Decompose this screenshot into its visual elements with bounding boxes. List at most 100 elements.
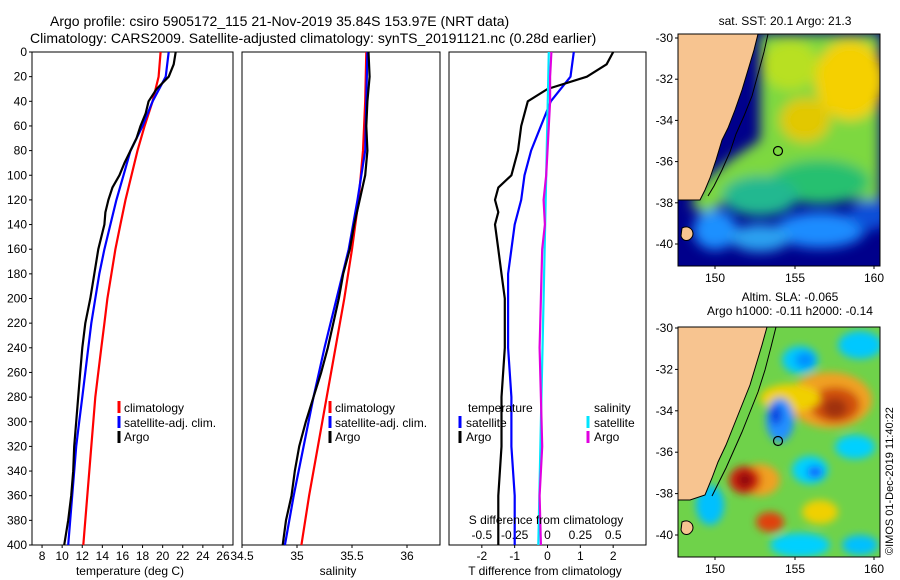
legend-label-s-argo: Argo [594, 430, 620, 444]
depth-tick-label: 300 [7, 415, 27, 429]
temperature-legend: climatology satellite-adj. clim. Argo [117, 401, 216, 444]
lat-tick-label: -40 [656, 237, 674, 251]
temperature-panel-frame [31, 51, 234, 546]
series-line-climatology [82, 51, 162, 546]
salinity-xtick-label: 36 [400, 549, 414, 563]
lon-tick-label: 150 [705, 562, 725, 576]
depth-tick-label: 380 [7, 513, 27, 527]
sst-map-title: sat. SST: 20.1 Argo: 21.3 [719, 14, 852, 28]
temperature-xtick-label: 24 [196, 549, 210, 563]
temperature-xtick-label: 22 [176, 549, 190, 563]
difference-xlabel: T difference from climatology [468, 564, 622, 578]
salinity-xlabel: salinity [320, 564, 357, 578]
temperature-xtick-label: 12 [76, 549, 90, 563]
legend-label-t-satellite: satellite [466, 416, 507, 430]
difference-xtick-label: -2 [476, 549, 487, 563]
legend-salinity-title: salinity [594, 401, 631, 415]
salinity-xtick-label: 35.5 [340, 549, 364, 563]
temperature-xtick-label: 10 [55, 549, 69, 563]
difference-xtick-label: 2 [610, 549, 617, 563]
sla-argo-location-marker [772, 435, 784, 447]
depth-tick-label: 400 [7, 538, 27, 552]
sla-map-axes: -30 -32 -34 -36 -38 -40 150 155 160 [656, 321, 885, 576]
depth-tick-label: 80 [14, 144, 28, 158]
difference-xtick-label: 1 [577, 549, 584, 563]
sst-argo-location-marker [772, 145, 784, 157]
sla-map-title-line1: Altim. SLA: -0.065 [742, 290, 839, 304]
temperature-xtick-label: 18 [136, 549, 150, 563]
temperature-xtick-label: 26 [216, 549, 230, 563]
temperature-xtick-label: 8 [39, 549, 46, 563]
depth-tick-label: 180 [7, 267, 27, 281]
series-line-s-satellite [537, 51, 550, 546]
salinity-panel-frame [241, 51, 441, 546]
lat-tick-label: -40 [656, 528, 674, 542]
temperature-xlabel: temperature (deg C) [76, 564, 184, 578]
depth-tick-label: 140 [7, 218, 27, 232]
depth-tick-label: 240 [7, 341, 27, 355]
lat-tick-label: -32 [656, 72, 674, 86]
depth-tick-label: 340 [7, 464, 27, 478]
temperature-xtick-label: 20 [156, 549, 170, 563]
depth-tick-label: 0 [20, 45, 27, 59]
temperature-plot: 8 10 12 14 16 18 20 22 24 26 [39, 51, 230, 563]
lat-tick-label: -38 [656, 196, 674, 210]
salinity-diff-xtick-label: 0.25 [569, 528, 593, 542]
lon-tick-label: 155 [785, 562, 805, 576]
series-line-s-argo [538, 51, 553, 546]
depth-tick-label: 220 [7, 316, 27, 330]
legend-temperature-title: temperature [468, 401, 533, 415]
lat-tick-label: -32 [656, 362, 674, 376]
lat-tick-label: -30 [656, 31, 674, 45]
header-line-1: Argo profile: csiro 5905172_115 21-Nov-2… [50, 13, 509, 29]
legend-label-climatology: climatology [335, 401, 395, 415]
sst-map-axes: -30 -32 -34 -36 -38 -40 150 155 160 [656, 31, 885, 285]
salinity-plot: 34.5 35 35.5 36 [230, 51, 414, 563]
depth-tick-label: 260 [7, 365, 27, 379]
difference-xtick-label: 0 [544, 549, 551, 563]
legend-label-s-satellite: satellite [594, 416, 635, 430]
salinity-diff-xlabel: S difference from climatology [469, 513, 624, 527]
depth-tick-label: 60 [14, 119, 28, 133]
lat-tick-label: -36 [656, 445, 674, 459]
salinity-legend: climatology satellite-adj. clim. Argo [328, 401, 427, 444]
legend-label-climatology: climatology [124, 401, 184, 415]
sla-map [678, 327, 880, 557]
temperature-xtick-label: 14 [96, 549, 110, 563]
header-line-2: Climatology: CARS2009. Satellite-adjuste… [30, 30, 596, 46]
legend-label-satellite: satellite-adj. clim. [124, 416, 216, 430]
lon-tick-label: 160 [864, 562, 884, 576]
lon-tick-label: 150 [705, 271, 725, 285]
sst-map [678, 34, 880, 266]
lat-tick-label: -34 [656, 113, 674, 127]
depth-tick-label: 280 [7, 390, 27, 404]
legend-label-argo: Argo [124, 430, 150, 444]
legend-label-satellite: satellite-adj. clim. [335, 416, 427, 430]
lat-tick-label: -36 [656, 155, 674, 169]
series-line-argo [63, 51, 177, 546]
legend-label-t-argo: Argo [466, 430, 492, 444]
legend-label-argo: Argo [335, 430, 361, 444]
lon-tick-label: 160 [864, 271, 884, 285]
salinity-xtick-label: 34.5 [230, 549, 254, 563]
depth-tick-label: 320 [7, 439, 27, 453]
series-line-climatology [300, 51, 368, 546]
series-line-argo [281, 51, 371, 546]
depth-tick-label: 200 [7, 292, 27, 306]
series-line-t-argo [493, 51, 615, 545]
sla-map-title-line2: Argo h1000: -0.11 h2000: -0.14 [707, 304, 873, 318]
imos-timestamp: ©IMOS 01-Dec-2019 11:40:22 [884, 407, 896, 555]
salinity-xtick-label: 35 [290, 549, 304, 563]
lon-tick-label: 155 [785, 271, 805, 285]
depth-tick-label: 40 [14, 94, 28, 108]
depth-tick-label: 360 [7, 489, 27, 503]
temperature-xtick-label: 16 [116, 549, 130, 563]
depth-tick-label: 160 [7, 242, 27, 256]
lat-tick-label: -30 [656, 321, 674, 335]
difference-plot: -2 -1 0 1 2-0.5 -0.25 0 0.25 0.5 [471, 51, 622, 563]
depth-tick-label: 20 [14, 70, 28, 84]
depth-tick-label: 100 [7, 168, 27, 182]
salinity-diff-xtick-label: -0.5 [471, 528, 492, 542]
difference-legend: temperature satellite Argo salinity sate… [458, 401, 635, 444]
